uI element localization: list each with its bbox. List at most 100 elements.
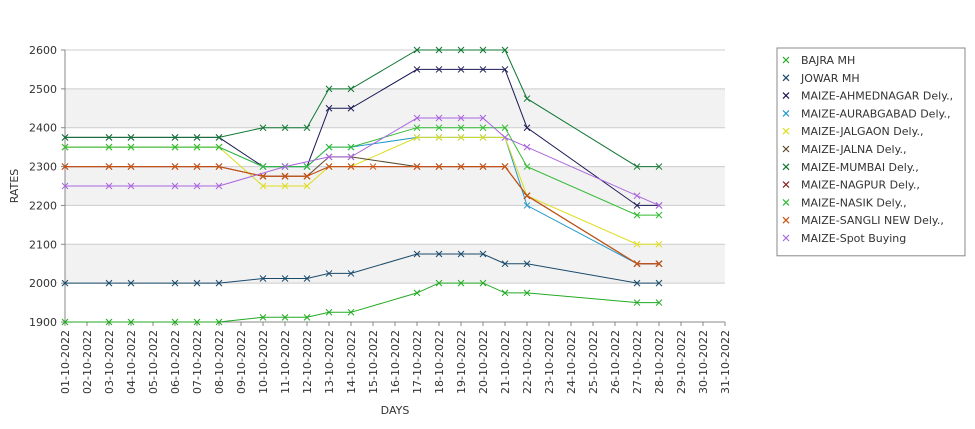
data-point bbox=[457, 124, 465, 132]
x-tick-label: 20-10-2022 bbox=[477, 330, 490, 394]
x-tick-label: 01-10-2022 bbox=[59, 330, 72, 394]
data-point bbox=[501, 134, 509, 141]
legend-item-label: MAIZE-SANGLI NEW Dely., bbox=[801, 214, 944, 227]
x-axis-title: DAYS bbox=[381, 404, 410, 417]
y-axis-title: RATES bbox=[8, 169, 21, 204]
legend-marker-icon bbox=[782, 109, 790, 117]
legend-marker-icon bbox=[782, 127, 790, 135]
data-point bbox=[281, 163, 289, 170]
data-point bbox=[655, 211, 663, 219]
data-point bbox=[171, 182, 179, 190]
data-point bbox=[105, 143, 113, 151]
legend-marker-icon bbox=[782, 181, 790, 189]
data-point bbox=[325, 104, 333, 112]
data-point bbox=[259, 275, 267, 282]
data-point bbox=[105, 134, 113, 141]
data-point bbox=[61, 163, 69, 170]
x-tick-label: 05-10-2022 bbox=[147, 330, 160, 394]
data-point bbox=[127, 134, 135, 141]
data-point bbox=[413, 114, 421, 122]
data-point bbox=[127, 318, 135, 326]
data-point bbox=[457, 66, 465, 73]
data-point bbox=[215, 143, 223, 151]
data-point bbox=[347, 143, 355, 151]
data-point bbox=[413, 46, 421, 54]
data-point bbox=[435, 250, 443, 258]
data-point bbox=[215, 318, 223, 326]
x-tick-label: 31-10-2022 bbox=[719, 330, 732, 394]
data-point bbox=[193, 134, 201, 141]
data-point bbox=[435, 66, 443, 73]
data-point bbox=[105, 318, 113, 326]
x-tick-label: 28-10-2022 bbox=[653, 330, 666, 394]
data-point bbox=[325, 308, 333, 316]
y-tick-label: 2400 bbox=[29, 122, 57, 135]
data-point bbox=[215, 279, 223, 287]
data-point bbox=[171, 318, 179, 326]
data-point bbox=[523, 260, 531, 268]
x-tick-label: 27-10-2022 bbox=[631, 330, 644, 394]
grid-band bbox=[65, 244, 725, 284]
data-point bbox=[215, 163, 223, 170]
x-tick-label: 30-10-2022 bbox=[697, 330, 710, 394]
data-point bbox=[259, 163, 267, 170]
y-tick-label: 2000 bbox=[29, 277, 57, 290]
data-point bbox=[501, 46, 509, 54]
data-point bbox=[435, 134, 443, 141]
y-tick-labels: 1900 2000 2100 2200 2300 2400 2500 2600 bbox=[29, 44, 57, 329]
data-point bbox=[281, 182, 289, 190]
data-point bbox=[479, 134, 487, 141]
data-point bbox=[61, 318, 69, 326]
series-group bbox=[61, 46, 663, 170]
x-tick-label: 08-10-2022 bbox=[213, 330, 226, 394]
data-point bbox=[457, 46, 465, 54]
data-point bbox=[655, 279, 663, 287]
legend-item-label: MAIZE-NAGPUR Dely., bbox=[801, 179, 920, 192]
data-point bbox=[633, 279, 641, 287]
legend-marker-icon bbox=[782, 92, 790, 100]
data-point bbox=[523, 95, 531, 102]
y-tick-label: 2500 bbox=[29, 83, 57, 96]
x-tick-label: 14-10-2022 bbox=[345, 330, 358, 394]
x-tick-label: 11-10-2022 bbox=[279, 330, 292, 394]
data-point bbox=[523, 202, 531, 209]
data-point bbox=[633, 192, 641, 200]
series-line bbox=[65, 282, 659, 323]
data-point bbox=[281, 172, 289, 180]
data-point bbox=[193, 279, 201, 287]
data-point bbox=[457, 279, 465, 287]
data-point bbox=[523, 124, 531, 132]
legend-box bbox=[776, 47, 966, 257]
data-point bbox=[523, 289, 531, 297]
data-point bbox=[501, 124, 509, 132]
x-tick-label: 17-10-2022 bbox=[411, 330, 424, 394]
data-point bbox=[413, 66, 421, 73]
data-point bbox=[303, 275, 311, 282]
data-point bbox=[501, 289, 509, 297]
data-point bbox=[325, 143, 333, 151]
data-point bbox=[303, 163, 311, 170]
data-point bbox=[215, 134, 223, 141]
data-point bbox=[523, 163, 531, 170]
data-point bbox=[435, 46, 443, 54]
data-point bbox=[479, 124, 487, 132]
data-point bbox=[325, 270, 333, 277]
legend: BAJRA MH JOWAR MH MAIZE-AHMEDNAGAR Dely., M… bbox=[776, 47, 966, 257]
legend-item-label: MAIZE-NASIK Dely., bbox=[801, 196, 907, 209]
data-point bbox=[655, 260, 663, 268]
x-tick-label: 16-10-2022 bbox=[389, 330, 402, 394]
data-point bbox=[457, 250, 465, 258]
data-point bbox=[655, 202, 663, 209]
data-point bbox=[193, 182, 201, 190]
x-tick-label: 26-10-2022 bbox=[609, 330, 622, 394]
data-point bbox=[347, 308, 355, 316]
data-point bbox=[127, 163, 135, 170]
data-point bbox=[105, 279, 113, 287]
data-point bbox=[325, 153, 333, 161]
y-tick-label: 1900 bbox=[29, 316, 57, 329]
series-group bbox=[61, 250, 663, 287]
x-tick-label: 23-10-2022 bbox=[543, 330, 556, 394]
data-point bbox=[633, 211, 641, 219]
data-point bbox=[61, 279, 69, 287]
